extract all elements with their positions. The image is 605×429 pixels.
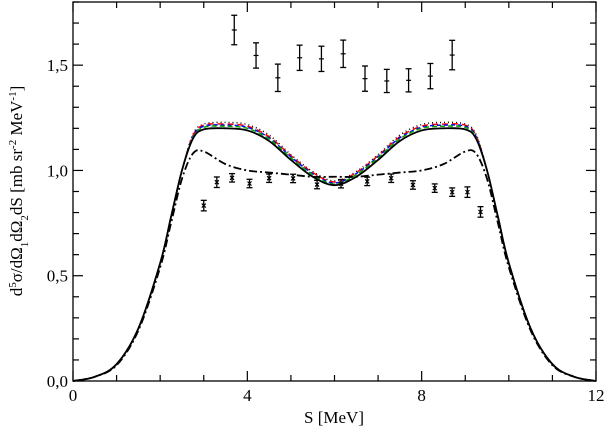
- series-green-dashed: [72, 125, 597, 382]
- point-marker: [247, 181, 252, 186]
- data-point-upper: [383, 68, 390, 94]
- data-point-upper: [362, 65, 369, 92]
- y-label-part: ]: [7, 86, 26, 92]
- data-point-lower: [213, 176, 220, 189]
- data-point-lower: [290, 173, 297, 184]
- data-point-lower: [229, 172, 236, 183]
- x-tick-label: 4: [243, 386, 252, 405]
- point-marker: [478, 209, 483, 215]
- point-marker: [314, 182, 320, 187]
- y-tick-label: 1,0: [47, 161, 68, 180]
- data-point-upper: [231, 14, 238, 46]
- data-point-lower: [338, 178, 345, 189]
- series-solid: [72, 127, 597, 382]
- data-point-lower: [200, 199, 207, 212]
- data-point-lower: [364, 176, 371, 187]
- series-red-dashed: [72, 123, 597, 382]
- y-label-part: -2: [7, 140, 19, 149]
- data-point-lower: [477, 206, 484, 218]
- data-point-upper: [253, 42, 260, 69]
- y-label-part: dΩ: [7, 221, 26, 242]
- data-point-lower: [449, 187, 456, 197]
- series-dotted: [72, 121, 597, 382]
- y-tick-label: 0,0: [47, 372, 68, 391]
- x-tick-label: 12: [588, 386, 605, 405]
- x-tick-label: 0: [69, 386, 78, 405]
- data-point-upper: [296, 44, 303, 72]
- x-axis-label: S [MeV]: [304, 408, 364, 427]
- y-tick-label: 0,5: [47, 267, 68, 286]
- point-marker: [214, 179, 220, 185]
- point-marker: [410, 182, 416, 188]
- data-point-upper: [340, 39, 347, 69]
- data-point-lower: [431, 183, 438, 193]
- data-point-upper: [405, 68, 412, 93]
- point-marker: [388, 175, 394, 181]
- data-point-lower: [266, 173, 273, 184]
- curves: [72, 121, 597, 382]
- axis-ticks: 0 4 8 12 0,0 0,5 1,0 1,5: [47, 1, 605, 405]
- point-marker: [364, 178, 370, 184]
- data-point-upper: [449, 39, 456, 71]
- plot-frame: [72, 1, 597, 382]
- point-marker: [290, 176, 296, 181]
- y-axis-label: d5σ/dΩ1dΩ2dS [mb sr-2 MeV-1]: [7, 86, 31, 297]
- point-marker: [229, 175, 235, 181]
- y-label-part: -1: [7, 91, 19, 100]
- point-marker: [338, 181, 344, 187]
- point-marker: [465, 189, 470, 195]
- y-label-part: 5: [7, 282, 19, 288]
- series-dash-dot: [72, 149, 597, 382]
- data-point-upper: [427, 62, 434, 90]
- y-label-part: MeV: [7, 100, 26, 140]
- y-label-part: 1: [19, 242, 31, 248]
- series-blue-dashed: [72, 124, 597, 382]
- y-label-part: d: [7, 287, 26, 296]
- point-marker: [201, 203, 207, 209]
- data-point-upper: [274, 63, 281, 93]
- data-point-lower: [409, 180, 416, 190]
- data-points: [200, 14, 484, 218]
- data-point-upper: [318, 45, 325, 73]
- x-tick-label: 8: [417, 386, 426, 405]
- point-marker: [266, 175, 272, 181]
- point-marker: [432, 185, 438, 191]
- y-label-part: dS [mb sr: [7, 149, 26, 215]
- y-label-part: 2: [19, 215, 31, 221]
- data-point-lower: [388, 173, 395, 184]
- data-point-lower: [246, 178, 253, 189]
- point-marker: [449, 189, 455, 195]
- y-tick-label: 1,5: [47, 56, 68, 75]
- data-point-lower: [464, 186, 471, 199]
- y-label-part: σ/dΩ: [7, 247, 26, 282]
- data-point-lower: [314, 179, 321, 190]
